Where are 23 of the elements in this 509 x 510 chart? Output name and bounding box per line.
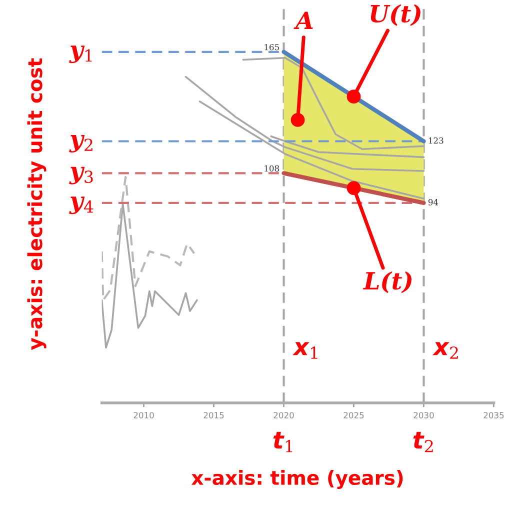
series-label: y$_{1}$ (69, 46, 92, 64)
x-tick-label: 2030 (414, 412, 434, 418)
x-tick-label: 2035 (484, 412, 504, 418)
x-axis-title: x-axis: time (years) (191, 470, 403, 489)
series-label: y$_{3}$ (69, 166, 93, 184)
text: L(t) (363, 271, 412, 293)
ref-line-label: x$_{1}$ (292, 342, 318, 359)
annotation: t$_{1}$ (273, 432, 292, 452)
series-label: y$_{2}$ (69, 134, 92, 152)
annotation: A (294, 12, 313, 29)
x-tick-label: 2025 (344, 412, 364, 418)
data-label: 108 (264, 165, 280, 172)
text: U(t) (370, 4, 420, 26)
y-axis-title: y-axis: electricity unit cost (27, 58, 46, 350)
x-tick-label: 2015 (204, 412, 224, 418)
annotation: t$_{2}$ (413, 432, 433, 452)
data-label: 123 (428, 137, 444, 144)
ref-line-label: x$_{2}$ (432, 342, 458, 359)
x-tick-label: 2010 (134, 412, 154, 418)
data-label: 165 (264, 44, 279, 50)
series-label: y$_{4}$ (69, 196, 94, 214)
x-tick-label: 2020 (274, 412, 294, 418)
data-label: 94 (428, 199, 438, 206)
